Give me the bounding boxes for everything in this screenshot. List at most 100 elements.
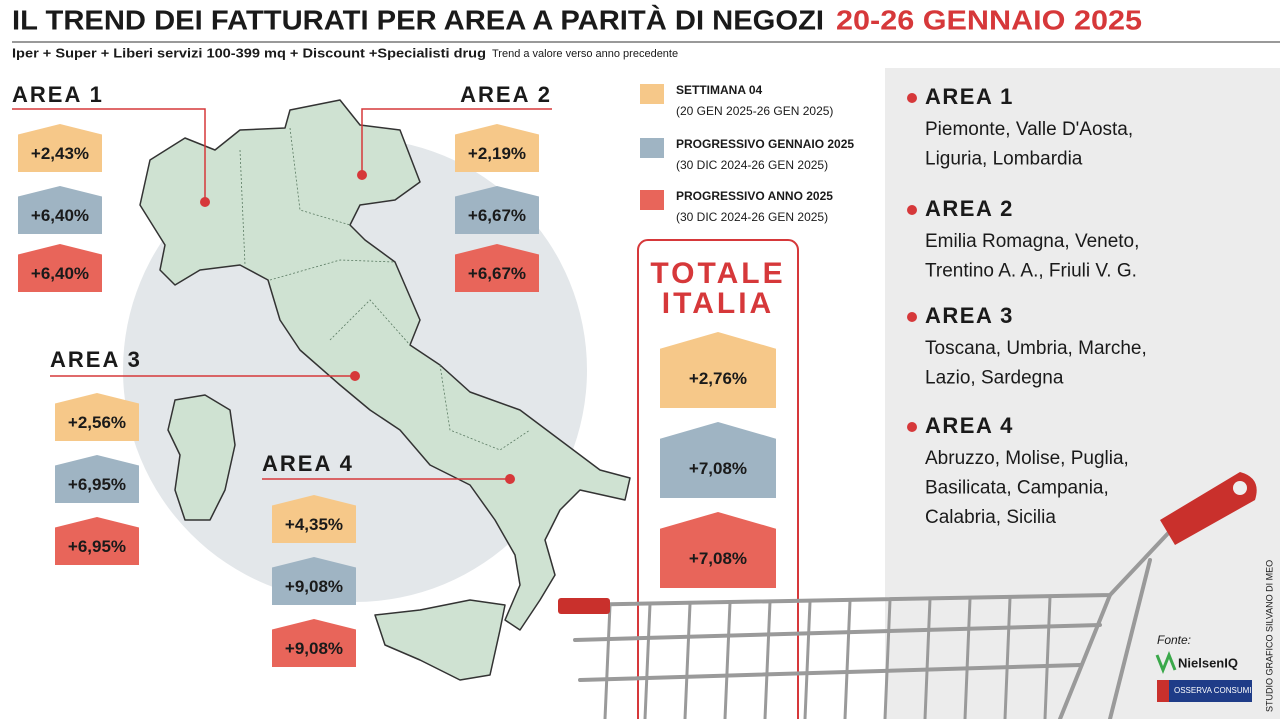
badge-value: +2,76% (689, 369, 747, 388)
legend-swatch (640, 84, 664, 104)
region-line: Basilicata, Campania, (925, 478, 1109, 499)
badge-value: +9,08% (285, 577, 343, 596)
legend-label: PROGRESSIVO GENNAIO 2025 (676, 137, 854, 151)
leaders (12, 108, 552, 480)
region-line: Abruzzo, Molise, Puglia, (925, 448, 1129, 469)
dot (200, 197, 210, 207)
badge-value: +9,08% (285, 639, 343, 658)
subtitle: Iper + Super + Liberi servizi 100-399 mq… (12, 45, 486, 60)
badge-value: +7,08% (689, 549, 747, 568)
badge (18, 124, 102, 172)
area-label: AREA 3 (50, 347, 142, 372)
region-line: Trentino A. A., Friuli V. G. (925, 261, 1137, 282)
badge (455, 244, 539, 292)
regions-panel (885, 68, 1280, 719)
region-borders (239, 127, 531, 451)
region-line: Emilia Romagna, Veneto, (925, 231, 1139, 252)
region-name: AREA 2 (925, 196, 1014, 221)
border (269, 259, 396, 281)
region-line: Lazio, Sardegna (925, 368, 1064, 389)
leader-area-1 (12, 108, 206, 202)
region-name: AREA 4 (925, 413, 1014, 438)
nielsen-icon (1155, 650, 1177, 675)
legend-period: (30 DIC 2024-26 GEN 2025) (676, 158, 828, 172)
bullet (907, 422, 917, 432)
legend-period: (30 DIC 2024-26 GEN 2025) (676, 210, 828, 224)
badge-value: +6,95% (68, 537, 126, 556)
legend-period: (20 GEN 2025-26 GEN 2025) (676, 104, 833, 118)
badge (660, 422, 776, 498)
border (329, 299, 411, 346)
legend-label: SETTIMANA 04 (676, 83, 763, 97)
source-logo: OSSERVA CONSUMI (1174, 686, 1252, 695)
area-label: AREA 1 (12, 82, 104, 107)
badge-value: +6,67% (468, 206, 526, 225)
region-line: Piemonte, Valle D'Aosta, (925, 119, 1133, 140)
badge-value: +6,95% (68, 475, 126, 494)
region-line: Calabria, Sicilia (925, 507, 1056, 528)
border (289, 127, 351, 226)
region-line: Toscana, Umbria, Marche, (925, 338, 1147, 359)
dot (350, 371, 360, 381)
cart-handle (1160, 472, 1257, 545)
total-title: TOTALE (650, 257, 785, 290)
cart-handle-hole (1233, 481, 1247, 495)
border (439, 364, 531, 451)
subtitle-note: Trend a valore verso anno precedente (492, 48, 678, 60)
badge (455, 186, 539, 234)
border (239, 149, 246, 266)
badge-value: +2,56% (68, 413, 126, 432)
title: IL TREND DEI FATTURATI PER AREA A PARITÀ… (12, 4, 824, 35)
badge-value: +2,19% (468, 144, 526, 163)
badge (18, 244, 102, 292)
cart-side (1058, 593, 1112, 719)
source-logo: NielsenIQ (1178, 655, 1238, 670)
badge-value: +6,40% (31, 264, 89, 283)
osserva-logo-bg (1169, 680, 1252, 702)
total-title: ITALIA (662, 287, 774, 320)
badge (660, 512, 776, 588)
badge (660, 332, 776, 408)
credit: STUDIO GRAFICO SILVANO DI MEO (1264, 560, 1274, 712)
sardinia (167, 394, 236, 521)
area-label: AREA 4 (262, 451, 354, 476)
badge-value: +4,35% (285, 515, 343, 534)
badge-value: +6,67% (468, 264, 526, 283)
dot (357, 170, 367, 180)
badge (272, 495, 356, 543)
legend-label: PROGRESSIVO ANNO 2025 (676, 189, 833, 203)
bullet (907, 205, 917, 215)
legend-swatch (640, 138, 664, 158)
cart-bumper (558, 598, 610, 614)
bullet (907, 312, 917, 322)
title-date: 20-26 GENNAIO 2025 (836, 4, 1142, 35)
osserva-icon (1157, 680, 1169, 702)
badge (55, 517, 139, 565)
bullet (907, 93, 917, 103)
badge (272, 619, 356, 667)
cart (568, 508, 1192, 719)
region-name: AREA 1 (925, 84, 1014, 109)
badge-value: +7,08% (689, 459, 747, 478)
badge (272, 557, 356, 605)
badge-value: +2,43% (31, 144, 89, 163)
badge (18, 186, 102, 234)
leader-area-2 (361, 108, 552, 175)
badge (55, 393, 139, 441)
badge (55, 455, 139, 503)
legend-swatch (640, 190, 664, 210)
cart-side (1108, 558, 1152, 719)
region-line: Liguria, Lombardia (925, 149, 1083, 170)
dot (505, 474, 515, 484)
mainland (139, 99, 631, 631)
badge (455, 124, 539, 172)
badge-value: +6,40% (31, 206, 89, 225)
cart-rail (578, 663, 1082, 682)
area-label: AREA 2 (460, 82, 552, 107)
cart-rail (573, 623, 1102, 642)
sicily (374, 599, 506, 681)
region-name: AREA 3 (925, 303, 1014, 328)
italy-map (139, 99, 631, 681)
map-dots (200, 170, 515, 484)
